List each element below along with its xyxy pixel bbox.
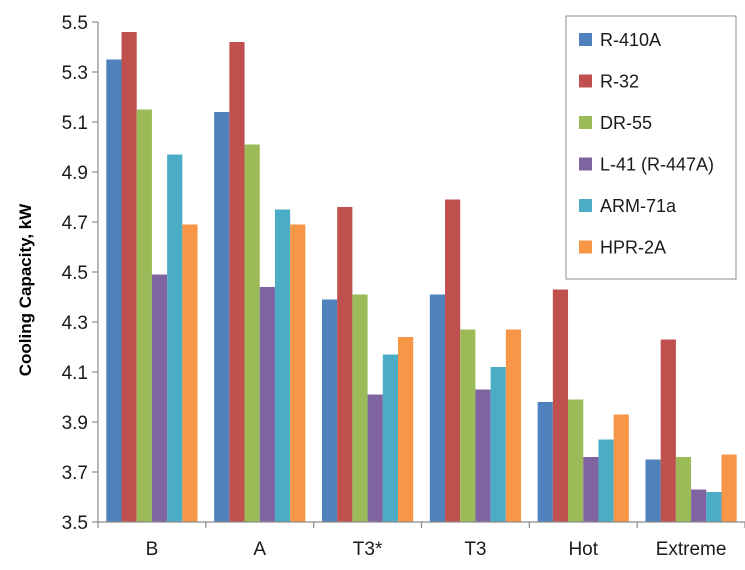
bar-arm-71a-t3 — [490, 367, 506, 522]
legend-label: R-32 — [600, 72, 639, 92]
bar-arm-71a-extreme — [706, 492, 722, 522]
bar-hpr-2a-extreme — [721, 454, 737, 522]
legend-swatch — [579, 116, 592, 129]
x-category-label: Hot — [568, 539, 598, 560]
bar-l-41-r-447a-extreme — [691, 489, 707, 522]
y-tick-label: 5.1 — [62, 113, 88, 134]
bar-dr-55-hot — [568, 399, 584, 522]
y-tick-label: 4.9 — [62, 163, 88, 184]
bar-arm-71a-b — [167, 154, 183, 522]
legend-label: HPR-2A — [600, 238, 666, 258]
bar-dr-55-t3 — [352, 294, 368, 522]
legend-swatch — [579, 199, 592, 212]
y-tick-label: 4.5 — [62, 263, 88, 284]
bar-hpr-2a-t3 — [505, 329, 522, 522]
bar-r-410a-extreme — [645, 459, 661, 522]
bar-r-410a-a — [214, 112, 230, 522]
legend-label: DR-55 — [600, 113, 652, 133]
bar-r-32-a — [229, 42, 245, 522]
bar-arm-71a-a — [274, 209, 291, 522]
bar-r-410a-t3 — [321, 299, 338, 522]
bar-dr-55-t3 — [460, 329, 476, 522]
bar-l-41-r-447a-hot — [583, 457, 599, 522]
bar-l-41-r-447a-a — [259, 287, 275, 522]
bar-r-32-t3 — [445, 199, 461, 522]
bar-r-410a-hot — [537, 402, 553, 522]
bar-dr-55-b — [136, 109, 152, 522]
bar-hpr-2a-b — [182, 224, 198, 522]
y-tick-label: 3.9 — [62, 413, 88, 434]
bar-l-41-r-447a-t3 — [367, 394, 383, 522]
y-axis-title: Cooling Capacity, kW — [16, 203, 35, 376]
bar-r-32-t3 — [337, 207, 353, 522]
y-tick-labels: 3.5 3.7 3.9 4.1 4.3 4.5 4.7 4.9 5.1 5.3 5.5 — [62, 13, 88, 534]
legend-swatch — [579, 157, 592, 171]
legend-label: ARM-71a — [600, 196, 677, 216]
x-category-labels: B A T3* T3 Hot Extreme — [146, 539, 727, 560]
bar-r-410a-b — [106, 59, 122, 522]
y-tick-label: 5.3 — [62, 63, 88, 84]
bar-l-41-r-447a-b — [151, 274, 168, 522]
y-tick-label: 3.7 — [62, 463, 88, 484]
bar-hpr-2a-hot — [613, 414, 629, 522]
bar-r-32-hot — [552, 289, 569, 522]
bar-hpr-2a-a — [290, 224, 306, 522]
legend-swatch — [579, 33, 592, 46]
y-tick-label: 3.5 — [62, 513, 88, 534]
legend-swatch — [579, 240, 592, 254]
bar-r-32-b — [121, 32, 137, 522]
legend-label: R-410A — [600, 30, 661, 50]
y-tick-label: 4.1 — [62, 363, 88, 384]
x-category-label: Extreme — [656, 539, 727, 560]
bar-l-41-r-447a-t3 — [475, 389, 491, 522]
bar-dr-55-a — [244, 144, 260, 522]
x-category-label: T3* — [353, 539, 383, 560]
y-tick-label: 4.7 — [62, 213, 88, 234]
bar-hpr-2a-t3 — [397, 337, 414, 522]
y-tick-label: 5.5 — [62, 13, 88, 34]
bar-r-32-extreme — [660, 339, 676, 522]
legend: R-410A R-32 DR-55 L-41 (R-447A) ARM-71a HPR-2… — [565, 15, 737, 280]
x-category-label: B — [146, 539, 159, 560]
bar-arm-71a-t3 — [382, 354, 398, 522]
axes-layer — [92, 21, 745, 528]
bar-arm-71a-hot — [598, 439, 614, 522]
bar-r-410a-t3 — [429, 294, 446, 522]
legend-label: L-41 (R-447A) — [600, 155, 714, 175]
legend-box — [565, 15, 737, 280]
x-category-label: T3 — [464, 539, 486, 560]
x-category-label: A — [253, 539, 266, 560]
legend-swatch — [579, 74, 592, 88]
bar-dr-55-extreme — [675, 457, 692, 522]
bars-layer — [106, 32, 737, 522]
y-tick-label: 4.3 — [62, 313, 88, 334]
